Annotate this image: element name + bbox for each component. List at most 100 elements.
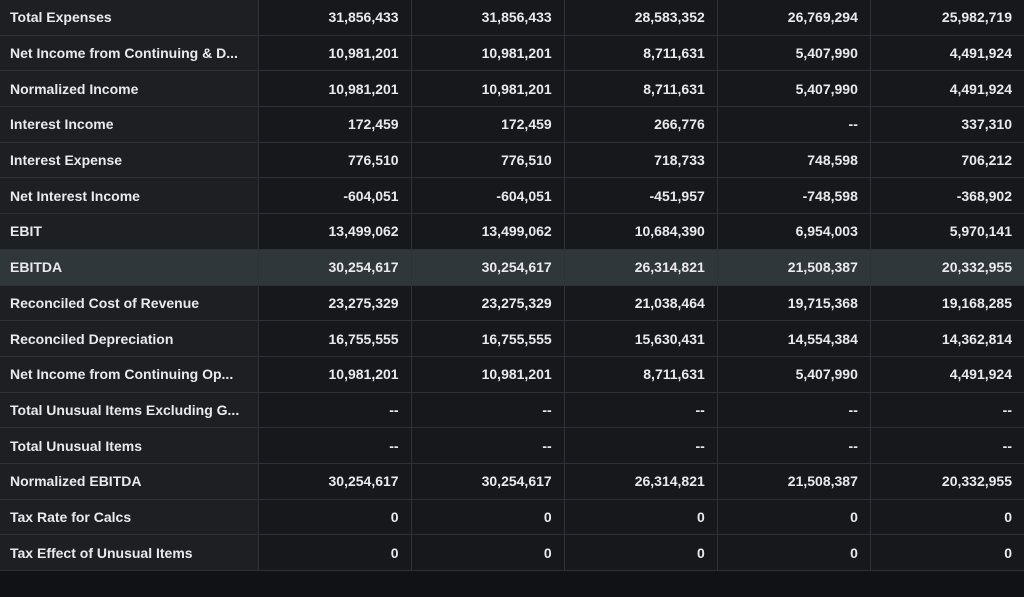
value-cell: 13,499,062 bbox=[258, 214, 412, 250]
row-label: Net Income from Continuing & D... bbox=[0, 35, 259, 72]
table-row[interactable]: Normalized EBITDA 30,254,617 30,254,617 26,… bbox=[0, 463, 1024, 500]
value-cell: 337,310 bbox=[870, 107, 1024, 143]
value-cell: 0 bbox=[411, 535, 565, 571]
value-cell: 0 bbox=[717, 499, 871, 536]
value-cell: 0 bbox=[564, 499, 718, 536]
value-cell: 19,715,368 bbox=[717, 285, 871, 322]
value-cell: 5,970,141 bbox=[870, 214, 1024, 250]
value-cell: 6,954,003 bbox=[717, 214, 871, 250]
table-row[interactable]: Tax Effect of Unusual Items 0 0 0 0 0 bbox=[0, 535, 1024, 571]
value-cell: 30,254,617 bbox=[411, 249, 565, 286]
row-label: Normalized EBITDA bbox=[0, 463, 259, 500]
value-cell: 10,981,201 bbox=[258, 35, 412, 72]
row-label: Total Expenses bbox=[0, 0, 259, 36]
value-cell: 706,212 bbox=[870, 142, 1024, 179]
value-cell: -- bbox=[411, 428, 565, 464]
value-cell: 10,981,201 bbox=[411, 356, 565, 393]
row-label: EBITDA bbox=[0, 249, 259, 286]
value-cell: 718,733 bbox=[564, 142, 718, 179]
value-cell: 20,332,955 bbox=[870, 463, 1024, 500]
row-label: Net Interest Income bbox=[0, 178, 259, 215]
table-row[interactable]: EBITDA 30,254,617 30,254,617 26,314,821 21,5… bbox=[0, 249, 1024, 286]
value-cell: 266,776 bbox=[564, 107, 718, 143]
value-cell: 10,684,390 bbox=[564, 214, 718, 250]
value-cell: 10,981,201 bbox=[411, 71, 565, 108]
value-cell: 20,332,955 bbox=[870, 249, 1024, 286]
table-row[interactable]: Net Income from Continuing Op... 10,981,2… bbox=[0, 356, 1024, 393]
value-cell: 14,554,384 bbox=[717, 321, 871, 357]
value-cell: -- bbox=[411, 392, 565, 429]
row-label: Reconciled Cost of Revenue bbox=[0, 285, 259, 322]
value-cell: -748,598 bbox=[717, 178, 871, 215]
value-cell: 30,254,617 bbox=[258, 249, 412, 286]
value-cell: 0 bbox=[717, 535, 871, 571]
table-row[interactable]: Reconciled Cost of Revenue 23,275,329 23,2… bbox=[0, 285, 1024, 322]
value-cell: 5,407,990 bbox=[717, 35, 871, 72]
value-cell: -604,051 bbox=[411, 178, 565, 215]
table-row[interactable]: Interest Expense 776,510 776,510 718,733 748… bbox=[0, 142, 1024, 179]
row-label: EBIT bbox=[0, 214, 259, 250]
table-row[interactable]: EBIT 13,499,062 13,499,062 10,684,390 6,954,… bbox=[0, 214, 1024, 250]
value-cell: 26,769,294 bbox=[717, 0, 871, 36]
table-row[interactable]: Total Unusual Items Excluding G... -- -- --… bbox=[0, 392, 1024, 429]
value-cell: -- bbox=[564, 392, 718, 429]
value-cell: 26,314,821 bbox=[564, 463, 718, 500]
value-cell: 4,491,924 bbox=[870, 71, 1024, 108]
value-cell: 21,508,387 bbox=[717, 249, 871, 286]
value-cell: 172,459 bbox=[411, 107, 565, 143]
value-cell: 16,755,555 bbox=[258, 321, 412, 357]
value-cell: 21,038,464 bbox=[564, 285, 718, 322]
value-cell: 172,459 bbox=[258, 107, 412, 143]
row-label: Interest Income bbox=[0, 107, 259, 143]
value-cell: 30,254,617 bbox=[411, 463, 565, 500]
value-cell: -368,902 bbox=[870, 178, 1024, 215]
financials-table-body: Total Expenses 31,856,433 31,856,433 28,583… bbox=[0, 0, 1024, 571]
value-cell: 5,407,990 bbox=[717, 71, 871, 108]
value-cell: 23,275,329 bbox=[258, 285, 412, 322]
financials-table: Total Expenses 31,856,433 31,856,433 28,583… bbox=[0, 0, 1024, 571]
value-cell: -451,957 bbox=[564, 178, 718, 215]
value-cell: -604,051 bbox=[258, 178, 412, 215]
value-cell: 19,168,285 bbox=[870, 285, 1024, 322]
value-cell: 28,583,352 bbox=[564, 0, 718, 36]
table-row[interactable]: Total Unusual Items -- -- -- -- -- bbox=[0, 428, 1024, 464]
table-row[interactable]: Net Income from Continuing & D... 10,981,… bbox=[0, 35, 1024, 72]
value-cell: 10,981,201 bbox=[258, 356, 412, 393]
table-row[interactable]: Tax Rate for Calcs 0 0 0 0 0 bbox=[0, 499, 1024, 536]
table-row[interactable]: Interest Income 172,459 172,459 266,776 -- 33… bbox=[0, 107, 1024, 143]
value-cell: 25,982,719 bbox=[870, 0, 1024, 36]
value-cell: 16,755,555 bbox=[411, 321, 565, 357]
row-label: Total Unusual Items bbox=[0, 428, 259, 464]
row-label: Normalized Income bbox=[0, 71, 259, 108]
row-label: Tax Effect of Unusual Items bbox=[0, 535, 259, 571]
value-cell: 8,711,631 bbox=[564, 71, 718, 108]
value-cell: 15,630,431 bbox=[564, 321, 718, 357]
table-row[interactable]: Total Expenses 31,856,433 31,856,433 28,583… bbox=[0, 0, 1024, 36]
value-cell: -- bbox=[258, 428, 412, 464]
value-cell: 31,856,433 bbox=[411, 0, 565, 36]
value-cell: 776,510 bbox=[258, 142, 412, 179]
value-cell: 0 bbox=[870, 499, 1024, 536]
value-cell: 4,491,924 bbox=[870, 356, 1024, 393]
value-cell: 26,314,821 bbox=[564, 249, 718, 286]
row-label: Net Income from Continuing Op... bbox=[0, 356, 259, 393]
value-cell: 13,499,062 bbox=[411, 214, 565, 250]
row-label: Reconciled Depreciation bbox=[0, 321, 259, 357]
value-cell: 10,981,201 bbox=[258, 71, 412, 108]
value-cell: 8,711,631 bbox=[564, 35, 718, 72]
value-cell: 8,711,631 bbox=[564, 356, 718, 393]
value-cell: 0 bbox=[258, 535, 412, 571]
value-cell: 0 bbox=[411, 499, 565, 536]
row-label: Total Unusual Items Excluding G... bbox=[0, 392, 259, 429]
value-cell: -- bbox=[870, 428, 1024, 464]
value-cell: 21,508,387 bbox=[717, 463, 871, 500]
value-cell: -- bbox=[717, 428, 871, 464]
value-cell: 0 bbox=[564, 535, 718, 571]
row-label: Tax Rate for Calcs bbox=[0, 499, 259, 536]
table-row[interactable]: Reconciled Depreciation 16,755,555 16,755,… bbox=[0, 321, 1024, 357]
table-row[interactable]: Net Interest Income -604,051 -604,051 -451,… bbox=[0, 178, 1024, 215]
table-row[interactable]: Normalized Income 10,981,201 10,981,201 8,7… bbox=[0, 71, 1024, 108]
value-cell: 10,981,201 bbox=[411, 35, 565, 72]
value-cell: 0 bbox=[258, 499, 412, 536]
value-cell: 31,856,433 bbox=[258, 0, 412, 36]
